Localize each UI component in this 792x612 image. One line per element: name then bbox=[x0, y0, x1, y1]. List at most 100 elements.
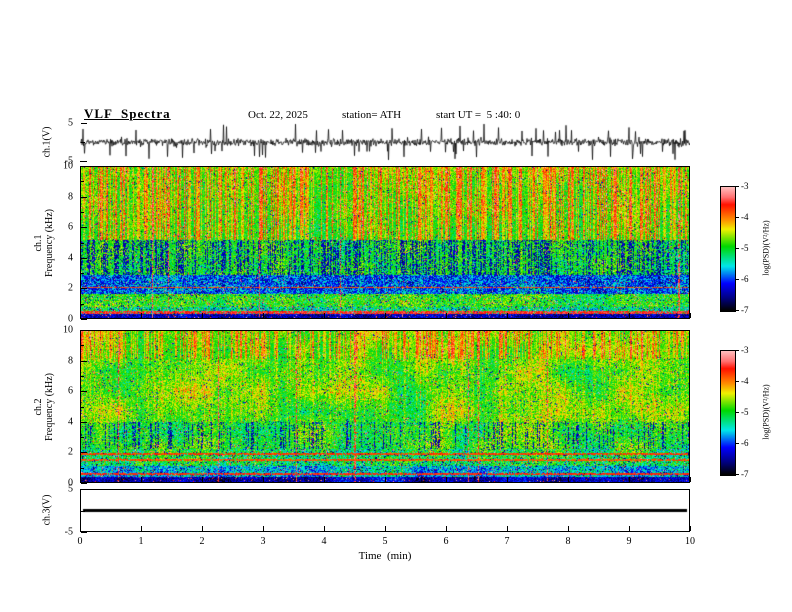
colorbar-tick-label: -6 bbox=[741, 274, 749, 284]
y-tick-mark bbox=[81, 483, 87, 484]
x-tick-mark bbox=[690, 313, 691, 318]
ch2-frequency-axis-label: ch.2 Frequency (kHz) bbox=[33, 373, 55, 441]
start-ut-label: start UT = 5 :40: 0 bbox=[436, 109, 521, 121]
y-minor-tick-mark bbox=[81, 437, 84, 438]
colorbar-tick-mark bbox=[736, 248, 739, 249]
y-tick-mark bbox=[81, 123, 87, 124]
ch3-voltage-axis-label: ch.3(V) bbox=[42, 495, 53, 526]
x-tick-mark bbox=[385, 313, 386, 318]
y-tick-mark bbox=[81, 422, 87, 423]
colorbar-tick-label: -4 bbox=[741, 212, 749, 222]
y-tick-label: 0 bbox=[68, 477, 73, 489]
ch1-frequency-axis-label-line2: Frequency (kHz) bbox=[44, 208, 55, 278]
y-tick-label: 4 bbox=[68, 252, 73, 264]
ch1-voltage-axis-label-text: ch.1(V) bbox=[41, 126, 53, 158]
y-tick-label: 2 bbox=[68, 282, 73, 294]
colorbar-tick-label: -4 bbox=[741, 376, 749, 386]
x-tick-mark bbox=[80, 313, 81, 318]
x-tick-mark bbox=[507, 477, 508, 482]
x-tick-label: 8 bbox=[565, 536, 571, 547]
colorbar-tick-mark bbox=[736, 381, 739, 382]
colorbar-tick-label: -5 bbox=[741, 243, 749, 253]
x-tick-mark bbox=[507, 526, 508, 531]
y-tick-mark bbox=[81, 511, 85, 512]
y-tick-mark bbox=[81, 391, 87, 392]
x-tick-label: 0 bbox=[77, 536, 83, 547]
x-tick-mark bbox=[202, 526, 203, 531]
ch2-colorbar bbox=[720, 350, 736, 476]
date-label: Oct. 22, 2025 bbox=[248, 109, 308, 121]
x-tick-label: 1 bbox=[138, 536, 144, 547]
x-tick-mark bbox=[629, 526, 630, 531]
x-tick-label: 3 bbox=[260, 536, 266, 547]
ch2-spectrogram-panel bbox=[80, 330, 690, 483]
ch3-waveform-panel bbox=[80, 489, 690, 532]
y-minor-tick-mark bbox=[81, 468, 84, 469]
x-tick-mark bbox=[385, 477, 386, 482]
ch1-waveform-canvas bbox=[80, 123, 690, 161]
x-tick-mark bbox=[690, 477, 691, 482]
x-tick-mark bbox=[80, 477, 81, 482]
x-tick-mark bbox=[324, 477, 325, 482]
y-minor-tick-mark bbox=[81, 273, 84, 274]
ch1-colorbar bbox=[720, 186, 736, 312]
x-tick-mark bbox=[324, 313, 325, 318]
x-tick-mark bbox=[141, 313, 142, 318]
y-tick-label: 5 bbox=[68, 483, 73, 495]
x-tick-mark bbox=[507, 313, 508, 318]
y-tick-mark bbox=[81, 319, 87, 320]
colorbar-tick-mark bbox=[736, 186, 739, 187]
y-minor-tick-mark bbox=[81, 345, 84, 346]
y-tick-mark bbox=[81, 532, 87, 533]
y-tick-mark bbox=[81, 161, 87, 162]
y-tick-label: -5 bbox=[64, 155, 73, 167]
x-tick-label: 4 bbox=[321, 536, 327, 547]
y-tick-mark bbox=[81, 452, 87, 453]
colorbar-tick-mark bbox=[736, 443, 739, 444]
ch2-spectrogram-canvas bbox=[81, 331, 689, 482]
colorbar-tick-label: -6 bbox=[741, 438, 749, 448]
y-tick-mark bbox=[81, 142, 85, 143]
y-tick-label: 6 bbox=[68, 385, 73, 397]
y-tick-label: -5 bbox=[64, 526, 73, 538]
x-tick-mark bbox=[446, 526, 447, 531]
colorbar-tick-mark bbox=[736, 279, 739, 280]
x-tick-label: 6 bbox=[443, 536, 449, 547]
y-tick-label: 6 bbox=[68, 221, 73, 233]
x-tick-mark bbox=[568, 477, 569, 482]
x-tick-mark bbox=[141, 477, 142, 482]
y-tick-label: 8 bbox=[68, 355, 73, 367]
y-tick-label: 10 bbox=[63, 324, 73, 336]
ch1-spectrogram-panel bbox=[80, 166, 690, 319]
y-minor-tick-mark bbox=[81, 304, 84, 305]
x-tick-mark bbox=[263, 526, 264, 531]
ch1-voltage-axis-label: ch.1(V) bbox=[42, 127, 53, 158]
x-tick-mark bbox=[568, 313, 569, 318]
ch3-waveform-canvas bbox=[81, 490, 689, 531]
x-tick-mark bbox=[324, 526, 325, 531]
y-minor-tick-mark bbox=[81, 376, 84, 377]
x-tick-mark bbox=[385, 526, 386, 531]
y-tick-label: 10 bbox=[63, 160, 73, 172]
ch1-frequency-axis-label: ch.1 Frequency (kHz) bbox=[33, 209, 55, 277]
y-tick-mark bbox=[81, 197, 87, 198]
colorbar-tick-mark bbox=[736, 310, 739, 311]
x-tick-mark bbox=[263, 477, 264, 482]
plot-title: VLF Spectra bbox=[84, 106, 171, 121]
ch3-voltage-axis-label-text: ch.3(V) bbox=[41, 494, 53, 526]
x-tick-label: 10 bbox=[685, 536, 695, 547]
x-tick-mark bbox=[629, 313, 630, 318]
colorbar-tick-label: -3 bbox=[741, 181, 749, 191]
x-axis-title: Time (min) bbox=[358, 550, 412, 562]
x-tick-mark bbox=[202, 477, 203, 482]
ch2-colorbar-axis-label: log(PSD)(V²/Hz) bbox=[761, 384, 771, 440]
ch2-frequency-axis-label-line1: ch.2 bbox=[33, 398, 44, 416]
x-tick-mark bbox=[263, 313, 264, 318]
ch1-frequency-axis-label-line1: ch.1 bbox=[33, 234, 44, 252]
y-minor-tick-mark bbox=[81, 181, 84, 182]
x-tick-mark bbox=[141, 526, 142, 531]
x-tick-mark bbox=[446, 313, 447, 318]
x-tick-mark bbox=[202, 313, 203, 318]
y-minor-tick-mark bbox=[81, 212, 84, 213]
x-tick-mark bbox=[446, 477, 447, 482]
